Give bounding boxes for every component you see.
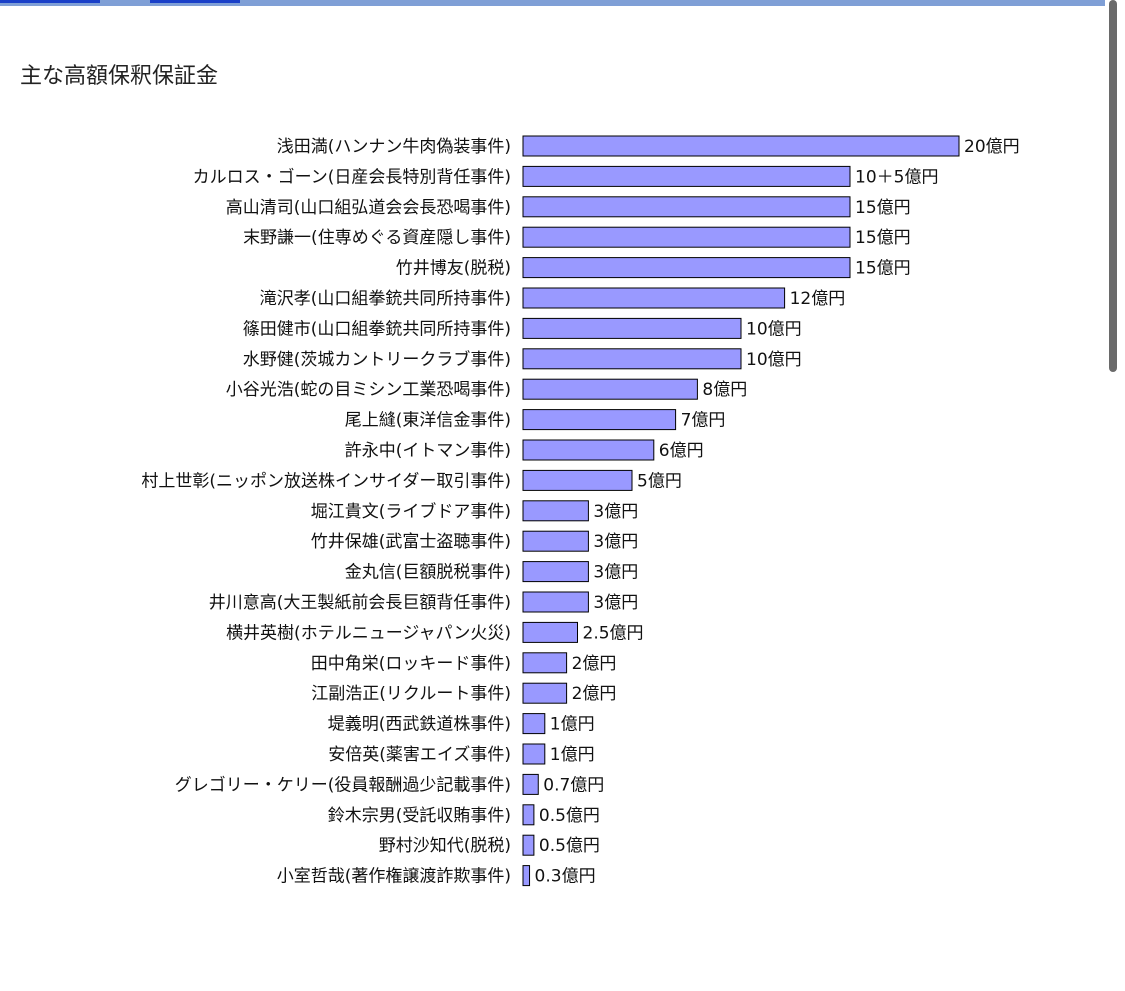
bar [522, 773, 539, 795]
bar [522, 804, 535, 826]
top-banner-strip [0, 0, 1125, 6]
category-label: 竹井博友(脱税) [396, 259, 511, 279]
bar [522, 591, 589, 613]
bar [522, 561, 589, 583]
bar [522, 287, 786, 309]
value-label: 8億円 [702, 380, 747, 400]
value-label: 5億円 [637, 471, 682, 491]
category-label: 篠田健市(山口組拳銃共同所持事件) [243, 319, 511, 339]
category-label: 水野健(茨城カントリークラブ事件) [243, 349, 511, 370]
vertical-scrollbar[interactable] [1105, 0, 1125, 991]
value-label: 2.5億円 [583, 623, 644, 643]
value-label: 0.7億円 [543, 775, 604, 795]
bar [522, 865, 531, 887]
category-label: 浅田満(ハンナン牛肉偽装事件) [277, 137, 511, 157]
category-label: 小室哲哉(著作権譲渡詐欺事件) [277, 867, 511, 887]
top-nav-link[interactable] [150, 0, 240, 3]
category-label: 村上世彰(ニッポン放送株インサイダー取引事件) [141, 471, 511, 491]
bar [522, 743, 546, 765]
top-nav-link[interactable] [0, 0, 100, 3]
value-label: 6億円 [659, 441, 704, 461]
bar [522, 469, 633, 491]
bar [522, 378, 698, 400]
category-label: 尾上縫(東洋信金事件) [345, 411, 511, 431]
bar [522, 652, 568, 674]
value-label: 15億円 [855, 198, 911, 218]
category-label: 鈴木宗男(受託収賄事件) [328, 806, 511, 826]
value-label: 15億円 [855, 228, 911, 248]
bar [522, 257, 851, 279]
value-label: 7億円 [681, 411, 726, 431]
value-label: 10億円 [746, 319, 802, 339]
value-label: 15億円 [855, 259, 911, 279]
category-label: 高山清司(山口組弘道会会長恐喝事件) [226, 198, 511, 218]
category-label: 許永中(イトマン事件) [345, 441, 511, 461]
scrollbar-thumb[interactable] [1109, 0, 1117, 372]
category-label: 竹井保雄(武富士盗聴事件) [311, 532, 511, 552]
bar [522, 165, 851, 187]
bar [522, 439, 655, 461]
bar [522, 317, 742, 339]
category-label: 江副浩正(リクルート事件) [311, 684, 511, 704]
value-label: 10＋5億円 [855, 167, 938, 187]
bar [522, 348, 742, 370]
bar [522, 834, 535, 856]
bar [522, 682, 568, 704]
value-label: 10億円 [746, 350, 802, 370]
bar [522, 226, 851, 248]
category-label: 堤義明(西武鉄道株事件) [328, 715, 511, 735]
bar [522, 409, 677, 431]
value-label: 2億円 [572, 684, 617, 704]
value-label: 0.5億円 [539, 836, 600, 856]
bar [522, 500, 589, 522]
value-label: 2億円 [572, 654, 617, 674]
category-label: 小谷光浩(蛇の目ミシン工業恐喝事件) [226, 380, 511, 400]
page-title: 主な高額保釈保証金 [20, 64, 219, 89]
value-label: 3億円 [593, 563, 638, 583]
value-label: 20億円 [964, 137, 1020, 157]
value-label: 12億円 [790, 289, 846, 309]
bar [522, 621, 578, 643]
bar [522, 196, 851, 218]
category-label: 堀江貴文(ライブドア事件) [311, 501, 511, 522]
value-label: 3億円 [593, 502, 638, 522]
value-label: 1億円 [550, 745, 595, 765]
category-label: グレゴリー・ケリー(役員報酬過少記載事件) [175, 774, 511, 795]
bar [522, 713, 546, 735]
value-label: 3億円 [593, 593, 638, 613]
value-label: 0.5億円 [539, 806, 600, 826]
category-label: 滝沢孝(山口組拳銃共同所持事件) [260, 289, 511, 309]
category-label: 金丸信(巨額脱税事件) [345, 563, 511, 583]
category-label: 横井英樹(ホテルニュージャパン火災) [226, 623, 511, 643]
category-label: カルロス・ゴーン(日産会長特別背任事件) [193, 166, 511, 187]
category-label: 井川意高(大王製紙前会長巨額背任事件) [209, 593, 511, 613]
category-label: 野村沙知代(脱税) [379, 836, 511, 856]
bar [522, 135, 960, 157]
value-label: 0.3億円 [535, 867, 596, 887]
category-label: 末野謙一(住専めぐる資産隠し事件) [243, 228, 511, 248]
value-label: 3億円 [593, 532, 638, 552]
bar [522, 530, 589, 552]
value-label: 1億円 [550, 715, 595, 735]
category-label: 安倍英(薬害エイズ事件) [328, 745, 511, 765]
category-label: 田中角栄(ロッキード事件) [311, 654, 511, 674]
